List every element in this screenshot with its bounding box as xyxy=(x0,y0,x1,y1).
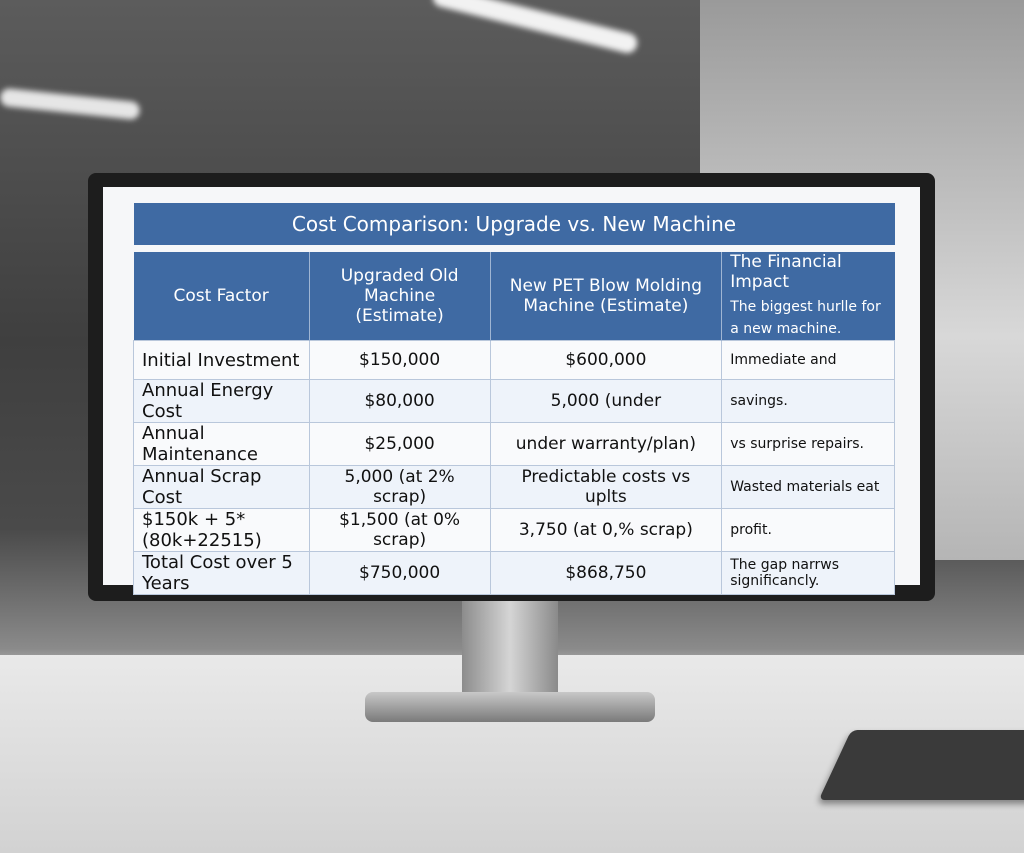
table-cell: profit. xyxy=(721,508,895,552)
table-cell: 5,000 (under xyxy=(489,379,723,423)
table-cell: vs surprise repairs. xyxy=(721,422,895,466)
header-text: New PET Blow Molding Machine (Estimate) xyxy=(509,276,702,316)
header-note: The biggest hurlle for a new machine. xyxy=(730,299,881,337)
table-cell: $750,000 xyxy=(308,551,491,595)
table-cell: Wasted materials eat xyxy=(721,465,895,509)
column-header: Upgraded Old Machine (Estimate) xyxy=(309,248,491,341)
table-cell: Total Cost over 5 Years xyxy=(133,551,310,595)
table-cell: $25,000 xyxy=(308,422,491,466)
header-text: Cost Factor xyxy=(173,286,269,306)
table-row: $150k + 5*(80k+22515) $1,500 (at 0% scrap… xyxy=(133,508,895,552)
table-cell: $150,000 xyxy=(308,340,491,380)
table-title: Cost Comparison: Upgrade vs. New Machine xyxy=(133,203,895,252)
table-row: Initial Investment $150,000 $600,000 Immedi… xyxy=(133,340,895,380)
cost-table: Cost Comparison: Upgrade vs. New Machine… xyxy=(133,203,895,595)
table-cell: Annual Maintenance xyxy=(133,422,310,466)
table-cell: Predictable costs vs uplts xyxy=(489,465,723,509)
table-cell: Immediate and xyxy=(721,340,895,380)
table-cell: 3,750 (at 0,% scrap) xyxy=(489,508,723,552)
monitor-stand xyxy=(462,598,558,696)
table-cell: $868,750 xyxy=(489,551,723,595)
table-cell: $600,000 xyxy=(489,340,723,380)
monitor-base xyxy=(365,692,655,722)
header-text: The Financial Impact xyxy=(730,252,842,292)
table-cell: The gap narrws significancly. xyxy=(721,551,895,595)
table-row: Annual Scrap Cost 5,000 (at 2% scrap) Pred… xyxy=(133,465,895,509)
table-cell: $1,500 (at 0% scrap) xyxy=(308,508,491,552)
column-header: The Financial Impact The biggest hurlle f… xyxy=(721,248,895,341)
keyboard xyxy=(818,730,1024,800)
table-cell: 5,000 (at 2% scrap) xyxy=(308,465,491,509)
table-cell: Annual Scrap Cost xyxy=(133,465,310,509)
table-row: Total Cost over 5 Years $750,000 $868,750 T… xyxy=(133,551,895,595)
header-text: Upgraded Old Machine (Estimate) xyxy=(340,266,459,326)
ceiling-light xyxy=(430,0,640,56)
table-cell: under warranty/plan) xyxy=(489,422,723,466)
table-cell: Initial Investment xyxy=(133,340,310,380)
table-row: Annual Energy Cost $80,000 5,000 (under sav… xyxy=(133,379,895,423)
ceiling-light xyxy=(0,87,141,121)
table-row: Annual Maintenance $25,000 under warranty/… xyxy=(133,422,895,466)
column-header: New PET Blow Molding Machine (Estimate) xyxy=(490,248,723,341)
table-cell: $150k + 5*(80k+22515) xyxy=(133,508,310,552)
table-cell: savings. xyxy=(721,379,895,423)
column-header: Cost Factor xyxy=(133,248,310,341)
table-cell: $80,000 xyxy=(308,379,491,423)
table-cell: Annual Energy Cost xyxy=(133,379,310,423)
